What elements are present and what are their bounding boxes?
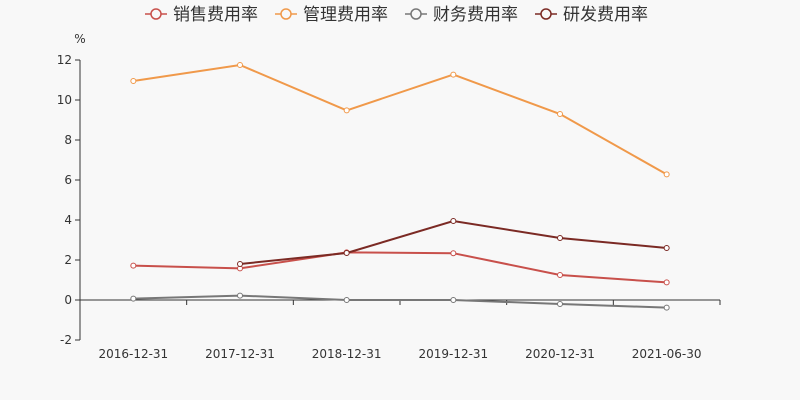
series-line [133, 294, 667, 309]
data-point[interactable] [557, 272, 563, 278]
legend-item-0[interactable]: 销售费用率 [145, 5, 258, 25]
x-tick-label: 2019-12-31 [418, 347, 488, 361]
legend-label: 管理费用率 [303, 5, 388, 25]
y-tick-label: 0 [64, 293, 72, 307]
x-tick-label: 2021-06-30 [632, 347, 702, 361]
data-point[interactable] [343, 250, 350, 256]
data-point[interactable] [663, 279, 670, 286]
series-0 [130, 249, 670, 286]
y-tick-label: 8 [64, 133, 72, 147]
legend-item-3[interactable]: 研发费用率 [535, 5, 648, 25]
data-point[interactable] [663, 304, 670, 311]
legend-item-1[interactable]: 管理费用率 [275, 5, 388, 25]
series-2 [130, 292, 670, 311]
data-point[interactable] [130, 262, 137, 269]
legend: 销售费用率 管理费用率 财务费用率 研发费用率 [145, 5, 648, 25]
legend-marker [150, 8, 162, 20]
series-line [133, 251, 667, 284]
data-point[interactable] [237, 292, 243, 299]
legend-label: 销售费用率 [173, 5, 258, 25]
series-1 [130, 62, 670, 178]
data-point[interactable] [237, 62, 243, 68]
series-3 [237, 218, 670, 267]
y-tick-label: 6 [64, 173, 72, 187]
data-point[interactable] [450, 250, 457, 257]
x-tick-label: 2018-12-31 [312, 347, 382, 361]
series-line [133, 63, 668, 176]
legend-marker [540, 8, 552, 20]
data-point[interactable] [557, 235, 563, 241]
x-tick-label: 2017-12-31 [205, 347, 275, 361]
x-tick-label: 2016-12-31 [98, 347, 168, 361]
data-point[interactable] [557, 301, 563, 307]
legend-marker [410, 8, 422, 20]
legend-marker [280, 8, 292, 20]
data-point[interactable] [450, 297, 457, 303]
y-axis: -2 0 2 4 6 8 10 12 [57, 53, 81, 347]
data-point[interactable] [343, 297, 350, 303]
data-point[interactable] [130, 78, 137, 84]
data-point[interactable] [557, 111, 563, 117]
data-point[interactable] [450, 71, 457, 78]
y-tick-label: 2 [64, 253, 72, 267]
series-layer [130, 62, 670, 311]
data-point[interactable] [663, 171, 670, 178]
legend-item-2[interactable]: 财务费用率 [405, 5, 518, 25]
data-point[interactable] [237, 261, 243, 267]
legend-label: 财务费用率 [433, 5, 518, 25]
y-tick-label: 12 [57, 53, 72, 67]
y-tick-label: 4 [64, 213, 72, 227]
data-point[interactable] [130, 295, 137, 302]
y-tick-label: -2 [60, 333, 72, 347]
data-point[interactable] [450, 218, 457, 224]
data-point[interactable] [663, 245, 670, 251]
y-tick-label: 10 [57, 93, 72, 107]
data-point[interactable] [343, 107, 350, 114]
y-axis-unit-label: % [74, 32, 85, 46]
legend-label: 研发费用率 [563, 5, 648, 25]
x-axis: 2016-12-31 2017-12-31 2018-12-31 2019-12-31… [79, 299, 721, 361]
x-tick-label: 2020-12-31 [525, 347, 595, 361]
series-line [239, 219, 667, 265]
